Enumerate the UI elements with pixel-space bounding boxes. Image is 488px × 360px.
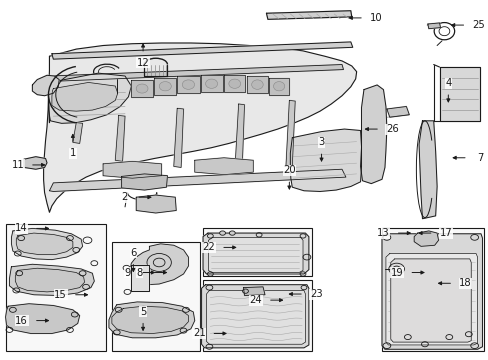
Polygon shape — [43, 43, 356, 212]
Polygon shape — [136, 195, 176, 213]
Polygon shape — [11, 228, 82, 260]
Polygon shape — [9, 264, 94, 296]
Polygon shape — [24, 157, 47, 169]
Ellipse shape — [182, 80, 194, 89]
Text: 13: 13 — [376, 228, 389, 238]
Polygon shape — [385, 253, 477, 345]
Text: 1: 1 — [69, 148, 76, 158]
Text: 21: 21 — [192, 328, 205, 338]
Polygon shape — [390, 259, 470, 342]
Polygon shape — [266, 11, 351, 19]
Text: 26: 26 — [385, 124, 398, 134]
Ellipse shape — [228, 79, 240, 88]
Polygon shape — [112, 306, 188, 333]
Polygon shape — [48, 73, 131, 123]
Polygon shape — [122, 174, 167, 190]
Bar — [203, 228, 311, 276]
Bar — [381, 228, 484, 351]
Polygon shape — [131, 80, 153, 97]
Bar — [112, 242, 199, 351]
Bar — [5, 224, 105, 351]
Text: 3: 3 — [318, 138, 324, 147]
Polygon shape — [49, 169, 345, 192]
Text: 20: 20 — [283, 165, 295, 175]
Ellipse shape — [136, 84, 148, 93]
Text: 23: 23 — [309, 289, 322, 299]
Polygon shape — [246, 76, 267, 93]
Text: 2: 2 — [121, 192, 127, 202]
Polygon shape — [109, 302, 194, 338]
Circle shape — [219, 231, 225, 235]
Polygon shape — [16, 233, 73, 255]
Polygon shape — [386, 107, 408, 117]
Text: 19: 19 — [390, 267, 403, 278]
Text: 14: 14 — [15, 224, 28, 233]
Circle shape — [229, 231, 235, 235]
Ellipse shape — [273, 82, 284, 91]
Polygon shape — [285, 100, 295, 167]
Polygon shape — [115, 116, 125, 161]
Polygon shape — [52, 82, 118, 111]
Polygon shape — [201, 285, 308, 348]
Bar — [203, 280, 311, 351]
Text: 8: 8 — [136, 267, 142, 278]
Polygon shape — [177, 76, 199, 93]
Text: 4: 4 — [444, 78, 450, 88]
Text: 5: 5 — [140, 307, 146, 316]
Polygon shape — [154, 78, 176, 95]
Polygon shape — [50, 64, 343, 81]
Polygon shape — [32, 75, 59, 96]
Text: 10: 10 — [369, 13, 382, 23]
Text: 22: 22 — [202, 242, 215, 252]
Polygon shape — [200, 75, 222, 92]
Text: 12: 12 — [137, 58, 149, 68]
Polygon shape — [15, 268, 84, 292]
Text: 24: 24 — [249, 295, 262, 305]
Text: 18: 18 — [458, 278, 471, 288]
Polygon shape — [203, 233, 308, 274]
Ellipse shape — [251, 80, 263, 89]
Text: 6: 6 — [130, 248, 136, 258]
Text: 25: 25 — [471, 20, 484, 30]
Polygon shape — [5, 304, 80, 333]
Text: 9: 9 — [124, 267, 130, 278]
Circle shape — [392, 266, 400, 272]
Text: 11: 11 — [11, 160, 24, 170]
Polygon shape — [427, 23, 440, 29]
Polygon shape — [418, 121, 436, 219]
Polygon shape — [208, 237, 303, 273]
Polygon shape — [290, 129, 361, 192]
Text: 7: 7 — [476, 153, 482, 163]
Ellipse shape — [159, 82, 171, 91]
Polygon shape — [268, 78, 289, 95]
Text: 17: 17 — [439, 228, 451, 238]
Ellipse shape — [205, 79, 217, 88]
Polygon shape — [439, 67, 479, 121]
Text: 15: 15 — [54, 290, 67, 300]
Polygon shape — [173, 108, 183, 167]
Polygon shape — [243, 287, 264, 296]
Polygon shape — [103, 161, 161, 178]
Polygon shape — [130, 244, 188, 285]
Polygon shape — [413, 231, 438, 246]
Polygon shape — [194, 158, 253, 175]
Polygon shape — [52, 42, 352, 59]
Polygon shape — [360, 85, 386, 184]
Polygon shape — [234, 104, 244, 173]
Polygon shape — [206, 291, 305, 344]
Polygon shape — [73, 123, 82, 143]
Polygon shape — [224, 75, 245, 92]
Polygon shape — [381, 234, 482, 349]
Text: 16: 16 — [15, 316, 28, 325]
Polygon shape — [131, 265, 149, 291]
